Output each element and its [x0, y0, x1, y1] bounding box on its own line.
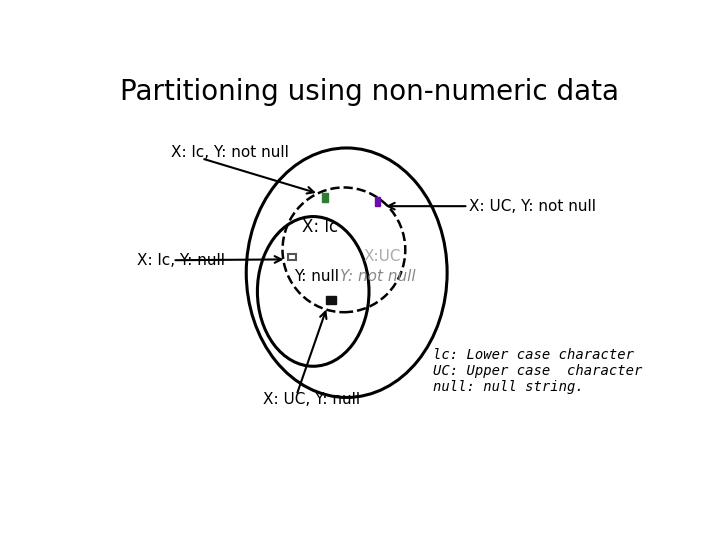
Text: Y: not null: Y: not null [340, 269, 415, 285]
Text: Partitioning using non-numeric data: Partitioning using non-numeric data [120, 78, 618, 106]
Text: Y: null: Y: null [294, 269, 338, 285]
Text: X: lc: X: lc [302, 218, 338, 236]
Text: X: lc, Y: null: X: lc, Y: null [138, 253, 225, 268]
Text: lc: Lower case character
UC: Upper case  character
null: null string.: lc: Lower case character UC: Upper case … [433, 348, 642, 394]
Bar [322, 193, 328, 202]
Text: X: lc, Y: not null: X: lc, Y: not null [171, 145, 289, 160]
Bar [288, 254, 296, 260]
Bar [374, 197, 380, 206]
Bar [326, 296, 336, 304]
Text: X: UC, Y: not null: X: UC, Y: not null [469, 199, 596, 214]
Text: X: UC, Y: null: X: UC, Y: null [263, 392, 360, 407]
Text: X:UC: X:UC [364, 248, 401, 264]
